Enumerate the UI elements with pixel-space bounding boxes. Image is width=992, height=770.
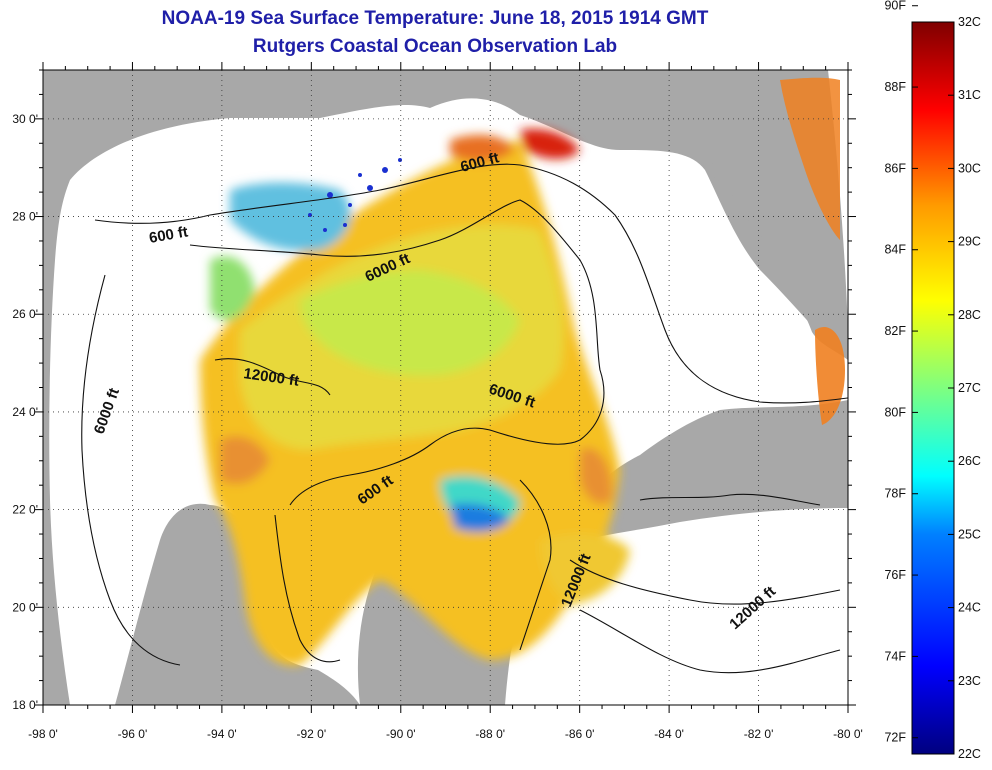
atlantic-warm-band xyxy=(780,77,840,240)
colorbar-fahrenheit-label: 90F xyxy=(884,0,906,13)
colorbar-fahrenheit-label: 72F xyxy=(884,731,906,745)
colorbar-fahrenheit-label: 76F xyxy=(884,568,906,582)
lat-tick-label: 24 0' xyxy=(12,405,38,419)
contour-label: 600 ft xyxy=(148,223,190,247)
lon-tick-label: -84 0' xyxy=(654,727,684,741)
colorbar-celsius-label: 24C xyxy=(958,601,981,615)
latitude-labels: 18 0' 20 0' 22 0' 24 0' 26 0' 28 0' 30 0' xyxy=(12,112,38,712)
colorbar-fahrenheit-label: 78F xyxy=(884,487,906,501)
colorbar-celsius-labels: 32C 31C 30C 29C 28C 27C 26C 25C 24C 23C 22C xyxy=(948,15,981,761)
colorbar-celsius-label: 25C xyxy=(958,527,981,541)
colorbar-fahrenheit-labels: 90F 88F 86F 84F 82F 80F 78F 76F 74F 72F xyxy=(884,0,918,745)
lon-tick-label: -90 0' xyxy=(386,727,416,741)
lon-tick-label: -98 0' xyxy=(28,727,58,741)
lat-tick-label: 20 0' xyxy=(12,600,38,614)
lon-tick-label: -80 0' xyxy=(833,727,863,741)
colorbar-fahrenheit-label: 86F xyxy=(884,161,906,175)
graticule xyxy=(43,70,848,705)
lon-tick-label: -96 0' xyxy=(118,727,148,741)
sst-swath xyxy=(200,128,630,666)
lon-tick-label: -88 0' xyxy=(475,727,505,741)
axis-ticks xyxy=(35,62,856,713)
lat-tick-label: 18 0' xyxy=(12,698,38,712)
colorbar-celsius-label: 30C xyxy=(958,161,981,175)
lat-tick-label: 30 0' xyxy=(12,112,38,126)
colorbar-fahrenheit-label: 80F xyxy=(884,405,906,419)
lat-tick-label: 28 0' xyxy=(12,210,38,224)
lon-tick-label: -92 0' xyxy=(297,727,327,741)
map-title: NOAA-19 Sea Surface Temperature: June 18… xyxy=(161,8,709,29)
longitude-labels: -98 0' -96 0' -94 0' -92 0' -90 0' -88 0' -86 … xyxy=(28,727,863,741)
bathymetry-contours xyxy=(81,163,848,674)
atlantic-water xyxy=(828,70,848,330)
colorbar-celsius-label: 26C xyxy=(958,454,981,468)
cuba-land xyxy=(612,457,848,526)
map-subtitle: Rutgers Coastal Ocean Observation Lab xyxy=(252,36,618,57)
colorbar xyxy=(911,21,955,755)
cold-speckles xyxy=(308,158,402,232)
colorbar-celsius-label: 31C xyxy=(958,88,981,102)
lon-tick-label: -86 0' xyxy=(565,727,595,741)
lon-tick-label: -82 0' xyxy=(744,727,774,741)
colorbar-celsius-label: 32C xyxy=(958,15,981,29)
lat-tick-label: 26 0' xyxy=(12,307,38,321)
colorbar-celsius-label: 27C xyxy=(958,381,981,395)
colorbar-celsius-label: 29C xyxy=(958,235,981,249)
colorbar-celsius-label: 23C xyxy=(958,674,981,688)
colorbar-fahrenheit-label: 84F xyxy=(884,243,906,257)
colorbar-fahrenheit-label: 88F xyxy=(884,80,906,94)
colorbar-celsius-label: 22C xyxy=(958,747,981,761)
lon-tick-label: -94 0' xyxy=(207,727,237,741)
colorbar-celsius-label: 28C xyxy=(958,308,981,322)
colorbar-fahrenheit-label: 74F xyxy=(884,649,906,663)
colorbar-fahrenheit-label: 82F xyxy=(884,324,906,338)
lat-tick-label: 22 0' xyxy=(12,503,38,517)
